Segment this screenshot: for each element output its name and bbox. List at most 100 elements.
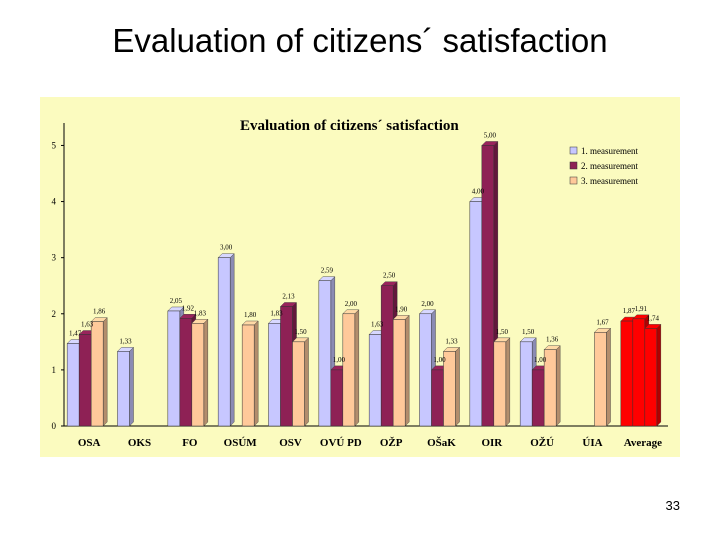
data-labels: 1,471,631,861,332,051,921,833,001,80 1,83… [69,131,659,363]
bar-side [455,346,460,427]
data-label: 1,63 [81,321,94,329]
bar [241,324,255,427]
bar-side [229,253,235,427]
legend-swatch [569,176,578,185]
y-tick-label: 2 [52,309,57,319]
data-label: 1,47 [69,330,82,338]
y-tick-label: 5 [52,140,57,150]
data-label: 1,83 [194,309,207,317]
bar [392,319,406,427]
bar [368,334,382,427]
data-label: 1,50 [522,328,535,336]
data-label: 4,00 [472,188,485,196]
legend-swatch [569,146,578,155]
y-tick-label: 4 [52,197,57,207]
bar [342,313,356,427]
bar [493,341,507,427]
x-tick-label: OŽÚ [530,437,554,449]
data-label: 1,33 [445,337,458,345]
bar-chart: Evaluation of citizens´ satisfaction 0 1 2… [40,97,680,457]
x-tick-label: OSV [279,437,302,449]
legend-label: 1. measurement [581,146,638,156]
bar [330,369,344,427]
bar-side [656,323,662,427]
bar-side [555,345,561,427]
bar-side [505,337,511,427]
data-label: 1,36 [546,336,559,344]
bar [620,320,634,427]
slide-title: Evaluation of citizens´ satisfaction [112,22,608,59]
data-label: 3,00 [220,244,233,252]
data-label: 1,83 [270,309,283,317]
legend: 1. measurement 2. measurement 3. measureme… [569,146,638,186]
bar [318,280,332,427]
legend-swatch [569,161,578,170]
data-label: 1,00 [433,356,446,364]
data-label: 1,63 [371,321,384,329]
x-tick-label: OIR [481,437,503,449]
data-label: 1,87 [623,307,636,315]
bar [66,343,80,427]
legend-label: 3. measurement [581,176,638,186]
bar [380,285,394,427]
data-label: 1,80 [244,311,257,319]
bar [469,201,483,427]
y-tick-label: 3 [52,253,57,263]
bar [531,369,545,427]
data-label: 5,00 [484,131,497,139]
bar [632,318,646,427]
axes: 0 1 2 3 4 5 OSA OKS FO OSÚM OSV OVÚ PD OŽP OŠaK OIR OŽÚ… [52,123,668,449]
chart-title: Evaluation of citizens´ satisfaction [240,118,459,134]
data-label: 2,59 [321,267,334,275]
x-tick-label: OVÚ PD [320,437,362,449]
data-label: 2,13 [282,292,295,300]
chart-background [40,97,680,457]
x-tick-label: OŽP [380,437,403,449]
bars [66,140,662,427]
data-label: 1,90 [395,305,408,313]
data-label: 1,91 [635,305,648,313]
bar-side [129,346,134,427]
data-label: 2,00 [345,300,358,308]
bar [594,332,607,427]
x-tick-label: Average [624,437,662,449]
bar-side [203,318,209,427]
data-label: 1,67 [596,318,609,326]
x-tick-label: OŠaK [427,436,456,449]
bar-side [606,327,611,427]
y-tick-label: 0 [52,421,57,431]
bar [78,334,92,427]
data-label: 1,33 [119,337,132,345]
bar [268,323,281,427]
data-label: 1,50 [294,328,307,336]
bar [90,321,104,427]
bar [431,369,444,427]
bar [167,310,181,427]
bar [419,313,432,427]
x-tick-label: OSA [78,437,101,449]
data-label: 1,50 [496,328,509,336]
bar-side [404,314,410,427]
bar-side [304,337,309,427]
data-label: 2,00 [421,300,434,308]
bar [217,257,231,427]
bar [443,351,456,427]
x-tick-label: OKS [128,437,151,449]
x-tick-label: OSÚM [224,437,258,449]
bar [292,341,305,427]
bar [280,306,293,427]
bar-side [102,317,108,427]
x-tick-label: ÚIA [582,437,602,449]
y-tick-label: 1 [52,365,57,375]
chart-svg: Evaluation of citizens´ satisfaction 0 1 2… [40,97,680,457]
bar [519,341,533,427]
data-label: 1,86 [93,308,106,316]
bar [191,323,205,427]
bar [481,145,495,427]
bar [644,328,658,427]
data-label: 2,50 [383,272,396,280]
bar-side [354,309,360,427]
data-label: 1,92 [182,304,195,312]
bar [543,349,557,427]
data-label: 1,74 [647,314,660,322]
